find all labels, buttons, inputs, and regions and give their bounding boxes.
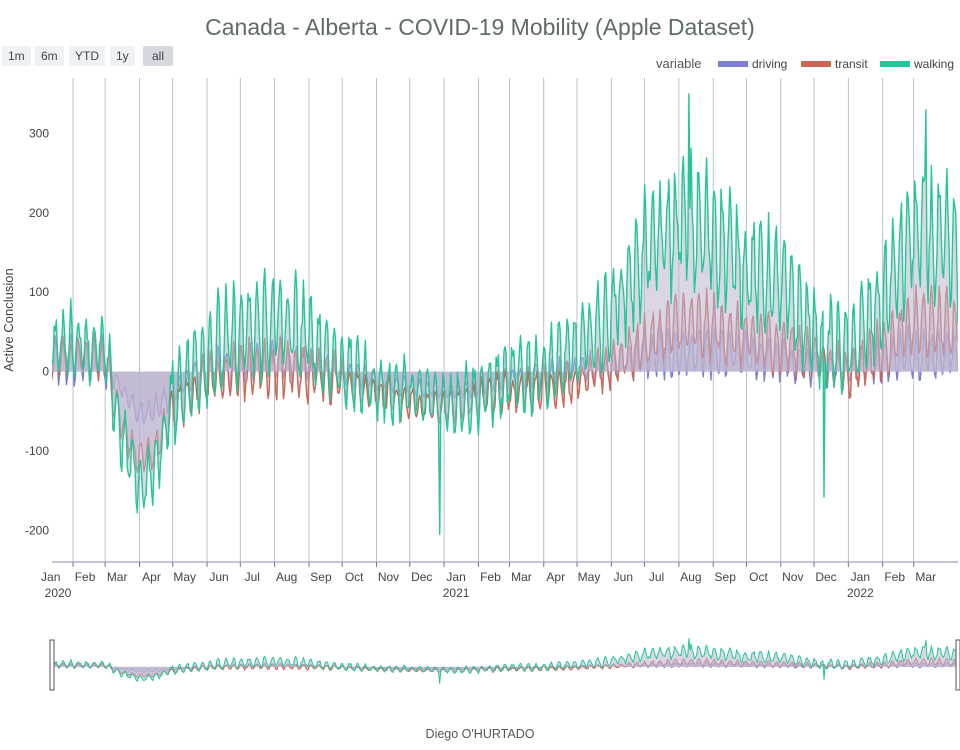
y-tick-label: 300 [29,127,49,141]
x-tick-label: Nov [378,570,399,584]
x-tick-label: Feb [884,570,905,584]
x-tick-label: Jul [245,570,260,584]
x-tick-year-label: 2022 [847,586,874,600]
x-tick-label: Dec [815,570,836,584]
x-tick-label: Aug [680,570,701,584]
range-button-all[interactable]: all [143,46,173,66]
range-button-1m[interactable]: 1m [2,46,31,66]
x-tick-label: Nov [782,570,803,584]
y-tick-label: -200 [25,523,49,537]
x-tick-label: Feb [480,570,501,584]
x-tick-label: Jan [851,570,870,584]
x-tick-label: Oct [345,570,364,584]
x-tick-label: Jun [614,570,633,584]
y-tick-label: 100 [29,285,49,299]
x-tick-label: Jul [649,570,664,584]
series-walking-line [52,93,958,535]
x-tick-label: Apr [546,570,565,584]
x-tick-label: May [578,570,601,584]
x-tick-label: Feb [75,570,96,584]
range-button-6m[interactable]: 6m [35,46,64,66]
slider-series-walking-line [51,637,959,684]
main-plot [52,93,958,535]
x-tick-label: Mar [915,570,936,584]
x-tick-label: Jan [446,570,465,584]
y-axis-label: Active Conclusion [1,268,16,371]
legend-label-transit: transit [835,57,868,71]
x-tick-year-label: 2021 [443,586,470,600]
range-slider-handle-left [49,639,55,691]
range-button-1y[interactable]: 1y [110,46,135,66]
y-tick-label: -100 [25,444,49,458]
x-tick-label: May [173,570,196,584]
y-tick-label: 0 [42,365,49,379]
legend-label-driving: driving [752,57,788,71]
x-tick-year-label: 2020 [45,586,72,600]
author-caption: Diego O'HURTADO [425,727,535,741]
range-slider-handle-right [955,639,960,691]
x-tick-label: Aug [276,570,297,584]
x-tick-label: Dec [411,570,432,584]
range-button-ytd[interactable]: YTD [69,46,105,66]
x-tick-label: Mar [107,570,128,584]
chart-title: Canada - Alberta - COVID-19 Mobility (Ap… [205,14,755,40]
legend-swatch-transit [801,61,831,67]
x-tick-label: Sep [715,570,737,584]
legend-swatch-driving [718,61,748,67]
range-slider[interactable] [49,636,960,691]
series-group [52,93,958,535]
x-tick-label: Jun [209,570,228,584]
x-tick-label: Sep [310,570,332,584]
x-tick-label: Mar [511,570,532,584]
legend-swatch-walking [880,61,910,67]
legend-label-walking: walking [914,57,955,71]
x-tick-label: Apr [142,570,161,584]
y-tick-label: 200 [29,206,49,220]
x-tick-label: Oct [749,570,768,584]
legend-title: variable [656,56,702,71]
x-tick-label: Jan [41,570,60,584]
